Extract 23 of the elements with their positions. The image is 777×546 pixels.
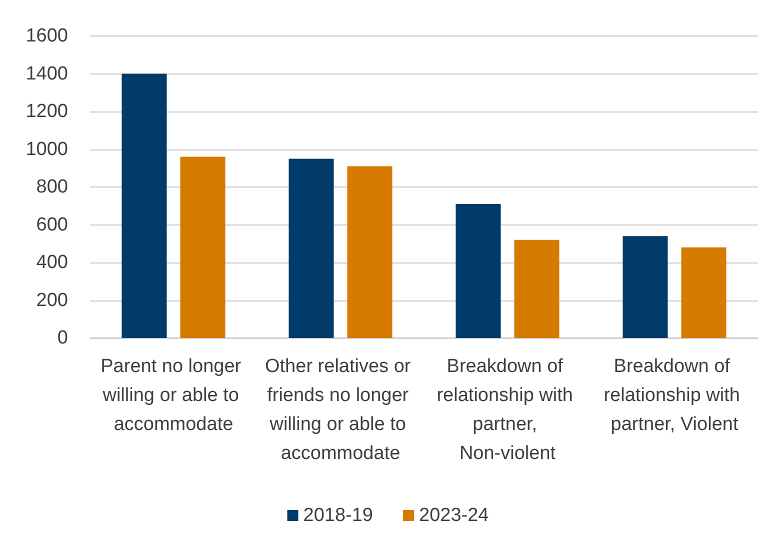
y-tick-label: 1200 <box>26 101 68 122</box>
y-tick-label: 1400 <box>26 63 68 84</box>
legend-label: 2018-19 <box>303 505 374 526</box>
legend-label: 2023-24 <box>419 505 490 526</box>
y-tick-label: 1600 <box>26 26 68 46</box>
y-tick-label: 400 <box>36 252 68 273</box>
bar <box>456 204 501 338</box>
bar <box>288 158 334 338</box>
x-tick-label: Breakdown of relationship with partner, Non-violent <box>436 356 578 464</box>
y-tick-label: 1000 <box>26 138 68 160</box>
y-tick-label: 200 <box>36 290 68 311</box>
y-tick-label: 800 <box>36 176 68 198</box>
bar <box>347 166 392 338</box>
bar <box>681 247 726 338</box>
bar <box>180 156 226 338</box>
y-tick-label: 0 <box>57 328 68 348</box>
bar <box>514 240 560 338</box>
x-tick-label: Other relatives or friends no longer willing or able to accommodate <box>265 356 416 464</box>
bar <box>122 74 167 338</box>
y-tick-label: 600 <box>36 214 68 236</box>
bar <box>622 236 668 338</box>
x-tick-label: Parent no longer willing or able to accommodate <box>100 356 246 435</box>
x-tick-label: Breakdown of relationship with partner, Violent <box>604 356 746 435</box>
